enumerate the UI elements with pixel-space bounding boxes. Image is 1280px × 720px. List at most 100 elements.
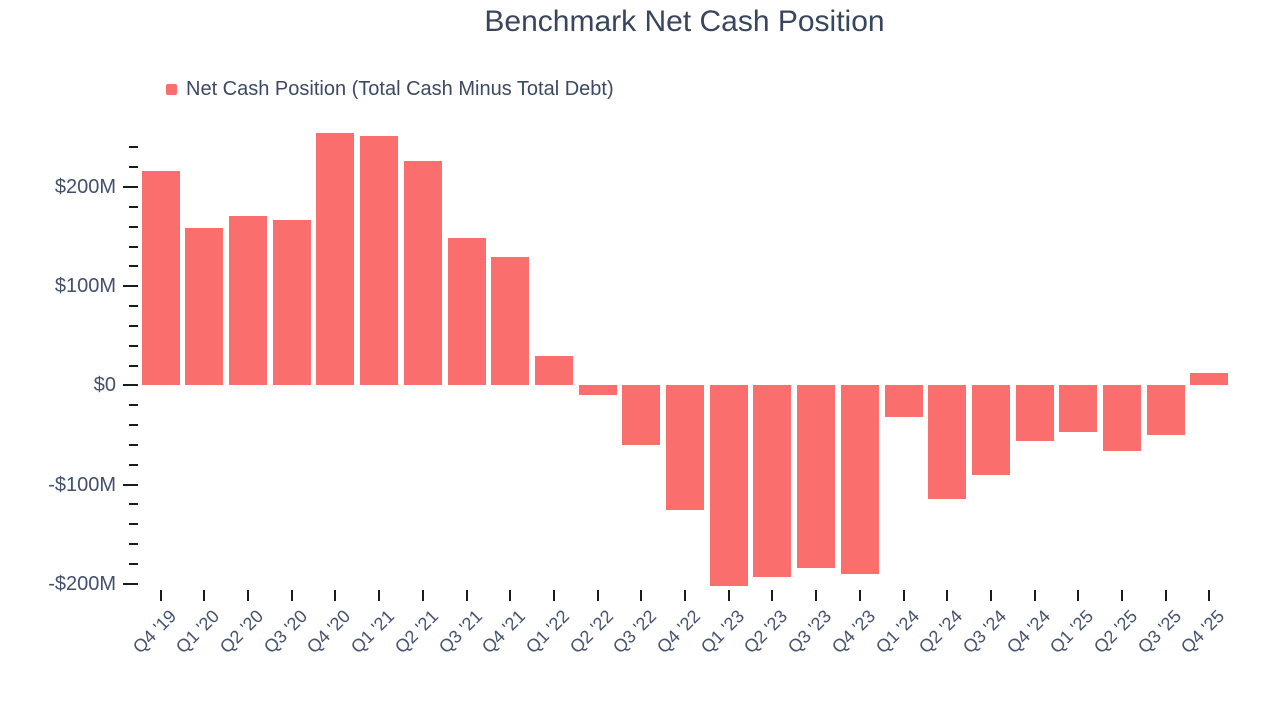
x-axis-label: Q3 '25 <box>1133 606 1185 658</box>
x-axis-tick <box>989 590 992 601</box>
bar-q3-22[interactable] <box>622 385 661 445</box>
bar-q2-25[interactable] <box>1103 385 1141 451</box>
x-axis-tick <box>727 590 730 601</box>
x-axis-label: Q3 '20 <box>259 606 311 658</box>
x-axis-tick <box>771 590 774 601</box>
bar-q4-20[interactable] <box>316 132 355 386</box>
y-axis-minor-tick <box>129 225 138 228</box>
y-axis-minor-tick <box>129 364 138 367</box>
bar-q4-19[interactable] <box>141 171 180 386</box>
y-axis-minor-tick <box>129 305 138 308</box>
x-axis-label: Q2 '23 <box>740 606 792 658</box>
y-axis-major-tick <box>123 186 138 189</box>
bar-q4-21[interactable] <box>491 256 530 386</box>
bar-q3-20[interactable] <box>272 219 311 386</box>
x-axis-label: Q4 '23 <box>827 606 879 658</box>
y-axis-minor-tick <box>129 503 138 506</box>
x-axis-tick <box>902 590 905 601</box>
x-axis-tick <box>203 590 206 601</box>
bar-q2-24[interactable] <box>928 385 967 500</box>
y-axis-minor-tick <box>129 562 138 565</box>
x-axis-label: Q4 '24 <box>1002 606 1054 658</box>
x-axis-tick <box>465 590 468 601</box>
x-axis-label: Q1 '21 <box>346 606 399 658</box>
y-axis-minor-tick <box>129 245 138 248</box>
x-axis-tick <box>159 590 162 601</box>
bar-q4-23[interactable] <box>840 385 879 574</box>
x-axis-label: Q1 '20 <box>172 606 224 658</box>
bar-q1-22[interactable] <box>534 355 573 386</box>
x-axis-tick <box>378 590 381 601</box>
x-axis-tick <box>290 590 293 601</box>
x-axis-tick <box>1033 590 1036 601</box>
x-axis-tick <box>1077 590 1080 601</box>
x-axis-label: Q1 '25 <box>1046 606 1098 658</box>
x-axis-tick <box>946 590 949 601</box>
y-axis-minor-tick <box>129 166 138 169</box>
x-axis-label: Q4 '19 <box>128 606 180 658</box>
x-axis-label: Q1 '24 <box>871 606 923 658</box>
y-axis-label: -$100M <box>48 473 116 496</box>
y-axis-minor-tick <box>129 265 138 268</box>
bar-q2-22[interactable] <box>578 385 617 396</box>
x-axis-label: Q3 '24 <box>958 606 1011 658</box>
bar-q2-21[interactable] <box>403 161 442 386</box>
x-axis-label: Q4 '22 <box>652 606 705 658</box>
x-axis-tick <box>684 590 686 601</box>
bar-q3-21[interactable] <box>447 237 486 386</box>
x-axis-tick <box>334 590 337 601</box>
x-axis-label: Q4 '20 <box>303 606 355 658</box>
y-axis-major-tick <box>123 483 138 486</box>
x-axis-tick <box>640 590 643 601</box>
bar-q4-25[interactable] <box>1190 372 1229 386</box>
x-axis-label: Q1 '22 <box>521 606 574 658</box>
bar-q4-24[interactable] <box>1015 385 1054 441</box>
y-axis-minor-tick <box>129 463 138 466</box>
bar-q1-21[interactable] <box>360 135 399 386</box>
y-axis-label: $200M <box>54 176 116 199</box>
bar-q1-20[interactable] <box>185 227 224 386</box>
chart-title: Benchmark Net Cash Position <box>484 5 885 38</box>
x-axis-tick <box>509 590 512 601</box>
x-axis-tick <box>247 590 249 601</box>
y-axis-minor-tick <box>129 146 138 149</box>
y-axis-major-tick <box>123 582 138 585</box>
x-axis-tick <box>1164 590 1167 601</box>
x-axis-tick <box>858 590 861 601</box>
legend-item[interactable]: Net Cash Position (Total Cash Minus Tota… <box>166 78 614 101</box>
y-axis-minor-tick <box>129 523 138 526</box>
legend-label: Net Cash Position (Total Cash Minus Tota… <box>186 78 614 100</box>
y-axis-minor-tick <box>129 404 138 407</box>
bar-q3-24[interactable] <box>971 385 1010 475</box>
bar-q1-23[interactable] <box>709 385 748 586</box>
x-axis-label: Q2 '20 <box>215 606 268 658</box>
x-axis-label: Q2 '25 <box>1089 606 1142 658</box>
bar-q2-23[interactable] <box>753 385 792 577</box>
bar-q1-24[interactable] <box>884 385 923 418</box>
legend-marker-icon <box>166 84 177 95</box>
x-axis-tick <box>1121 590 1123 601</box>
x-axis-label: Q2 '21 <box>390 606 442 658</box>
x-axis-tick <box>596 590 599 601</box>
x-axis-tick <box>552 590 555 601</box>
bar-q4-22[interactable] <box>666 385 704 511</box>
y-axis-minor-tick <box>129 205 138 208</box>
bar-q2-20[interactable] <box>229 215 267 386</box>
bar-q3-23[interactable] <box>797 385 836 568</box>
y-axis-minor-tick <box>129 424 138 427</box>
y-axis-minor-tick <box>129 344 138 347</box>
x-axis-label: Q4 '21 <box>478 606 530 658</box>
y-axis-minor-tick <box>129 543 138 546</box>
x-axis-label: Q4 '25 <box>1177 606 1229 658</box>
x-axis-label: Q1 '23 <box>696 606 748 658</box>
y-axis-label: $100M <box>54 275 116 298</box>
y-axis-minor-tick <box>129 324 138 327</box>
x-axis-tick <box>1208 590 1211 601</box>
bar-q1-25[interactable] <box>1059 385 1098 432</box>
bar-q3-25[interactable] <box>1146 385 1185 435</box>
y-axis-minor-tick <box>129 443 138 446</box>
x-axis-tick <box>815 590 818 601</box>
x-axis-tick <box>421 590 424 601</box>
